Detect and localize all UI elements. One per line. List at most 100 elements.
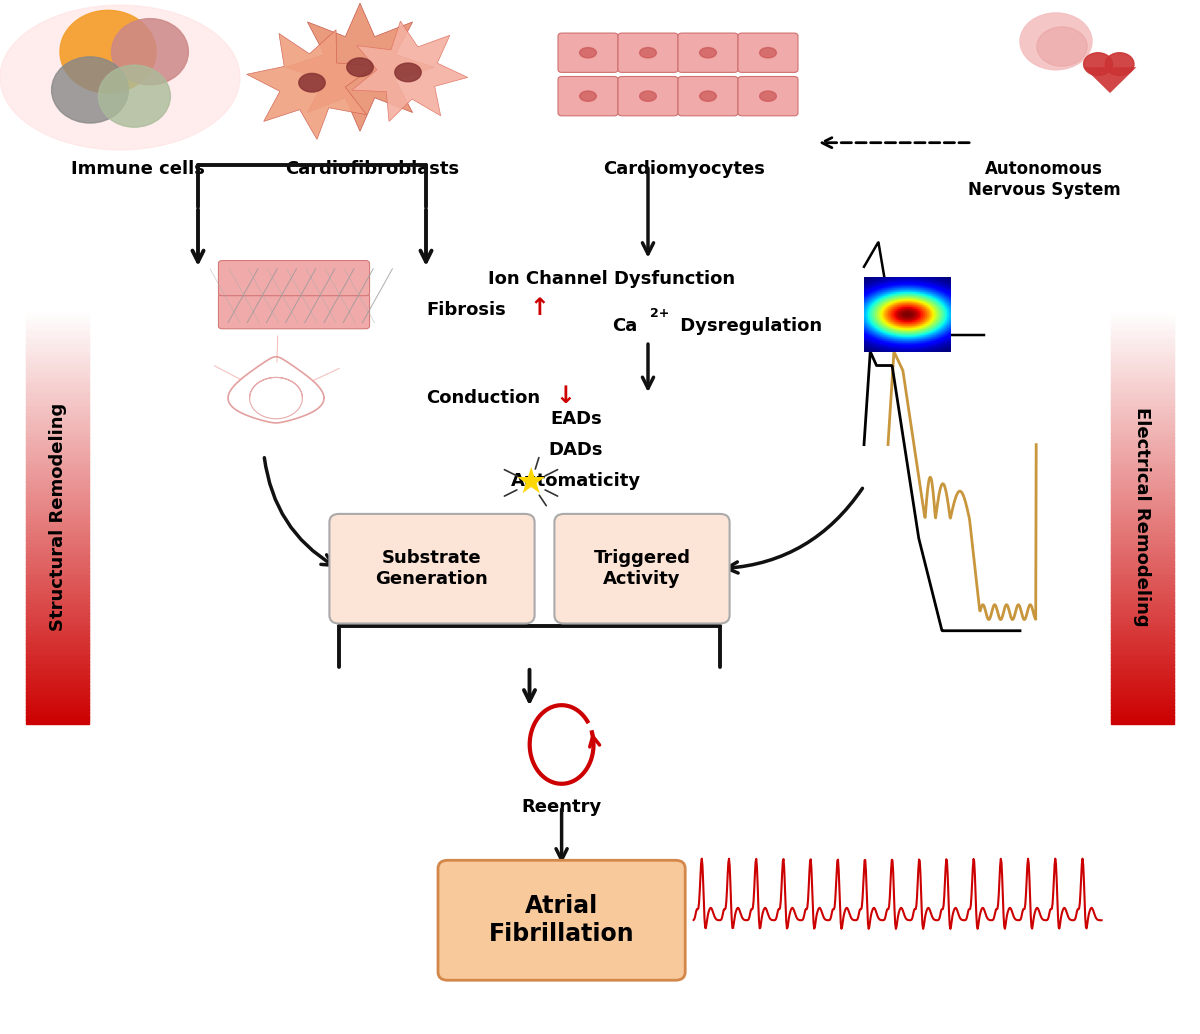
Bar xyxy=(1111,578,1174,582)
Bar xyxy=(1111,709,1174,713)
Bar xyxy=(26,472,89,476)
Text: Substrate
Generation: Substrate Generation xyxy=(376,549,488,588)
Polygon shape xyxy=(286,3,434,131)
Bar xyxy=(26,340,89,344)
Bar xyxy=(26,640,89,644)
Text: Autonomous
Nervous System: Autonomous Nervous System xyxy=(967,160,1121,200)
Bar xyxy=(26,385,89,390)
Bar xyxy=(26,599,89,603)
Bar xyxy=(26,565,89,569)
Bar xyxy=(26,523,89,527)
Bar xyxy=(1111,695,1174,700)
Bar xyxy=(26,447,89,452)
Bar xyxy=(1111,630,1174,634)
Bar xyxy=(1111,540,1174,545)
Bar xyxy=(1111,316,1174,321)
Bar xyxy=(26,578,89,582)
Text: Triggered
Activity: Triggered Activity xyxy=(594,549,690,588)
Bar xyxy=(26,633,89,638)
Bar xyxy=(26,554,89,558)
Bar xyxy=(1111,492,1174,496)
Bar xyxy=(1111,416,1174,421)
Bar xyxy=(1111,609,1174,613)
Ellipse shape xyxy=(299,73,325,92)
Bar xyxy=(1111,337,1174,341)
Bar xyxy=(26,612,89,617)
Bar xyxy=(1111,472,1174,476)
Bar xyxy=(1111,616,1174,620)
Bar xyxy=(1111,409,1174,414)
Bar xyxy=(1111,347,1174,352)
Text: Automaticity: Automaticity xyxy=(511,472,641,490)
Bar xyxy=(1111,395,1174,400)
Bar xyxy=(1111,358,1174,362)
Bar xyxy=(1111,619,1174,624)
Bar xyxy=(1111,568,1174,572)
Bar xyxy=(1111,681,1174,686)
Bar xyxy=(1111,537,1174,541)
Bar xyxy=(26,658,89,662)
Bar xyxy=(26,361,89,365)
Bar xyxy=(1111,420,1174,424)
Bar xyxy=(26,585,89,589)
Bar xyxy=(1111,588,1174,592)
Bar xyxy=(1111,699,1174,703)
Bar xyxy=(1111,633,1174,638)
Bar xyxy=(1111,602,1174,607)
Bar xyxy=(26,685,89,690)
Bar xyxy=(1111,378,1174,383)
Ellipse shape xyxy=(60,10,156,93)
Bar xyxy=(26,454,89,458)
Bar xyxy=(26,702,89,706)
Ellipse shape xyxy=(580,48,596,58)
Bar xyxy=(1111,534,1174,538)
FancyBboxPatch shape xyxy=(329,514,534,624)
Ellipse shape xyxy=(640,48,656,58)
Bar xyxy=(26,671,89,675)
Bar xyxy=(26,351,89,355)
Bar xyxy=(1111,382,1174,386)
Bar xyxy=(26,692,89,696)
Bar xyxy=(1111,368,1174,372)
Bar xyxy=(26,457,89,462)
Bar xyxy=(26,475,89,479)
Bar xyxy=(26,516,89,520)
Bar xyxy=(1111,519,1174,524)
FancyBboxPatch shape xyxy=(678,77,738,116)
Bar xyxy=(1111,461,1174,465)
Bar xyxy=(26,467,89,473)
Bar xyxy=(1111,351,1174,355)
Bar xyxy=(1111,712,1174,717)
Text: 2+: 2+ xyxy=(650,307,670,320)
Text: Conduction: Conduction xyxy=(426,389,540,407)
Bar xyxy=(26,709,89,713)
Bar xyxy=(1111,333,1174,338)
Bar xyxy=(1111,516,1174,520)
Bar xyxy=(26,647,89,651)
Ellipse shape xyxy=(1020,13,1092,70)
Ellipse shape xyxy=(1084,53,1112,75)
Ellipse shape xyxy=(52,57,128,123)
Bar xyxy=(1111,399,1174,403)
Ellipse shape xyxy=(112,19,188,85)
Text: Atrial
Fibrillation: Atrial Fibrillation xyxy=(488,894,635,946)
Bar xyxy=(26,495,89,499)
Bar xyxy=(1111,464,1174,468)
Bar xyxy=(26,436,89,442)
Bar xyxy=(26,371,89,375)
Bar xyxy=(26,529,89,535)
Bar xyxy=(26,440,89,445)
Bar xyxy=(1111,509,1174,514)
Ellipse shape xyxy=(0,5,240,150)
Bar xyxy=(26,609,89,613)
Bar xyxy=(1111,523,1174,527)
Bar xyxy=(1111,720,1174,724)
Text: Cardiofibroblasts: Cardiofibroblasts xyxy=(284,160,460,178)
Bar xyxy=(1111,668,1174,672)
Bar xyxy=(26,705,89,710)
Bar xyxy=(1111,692,1174,696)
Bar xyxy=(1111,575,1174,579)
Bar xyxy=(1111,664,1174,669)
Bar xyxy=(26,488,89,493)
Bar xyxy=(26,506,89,510)
